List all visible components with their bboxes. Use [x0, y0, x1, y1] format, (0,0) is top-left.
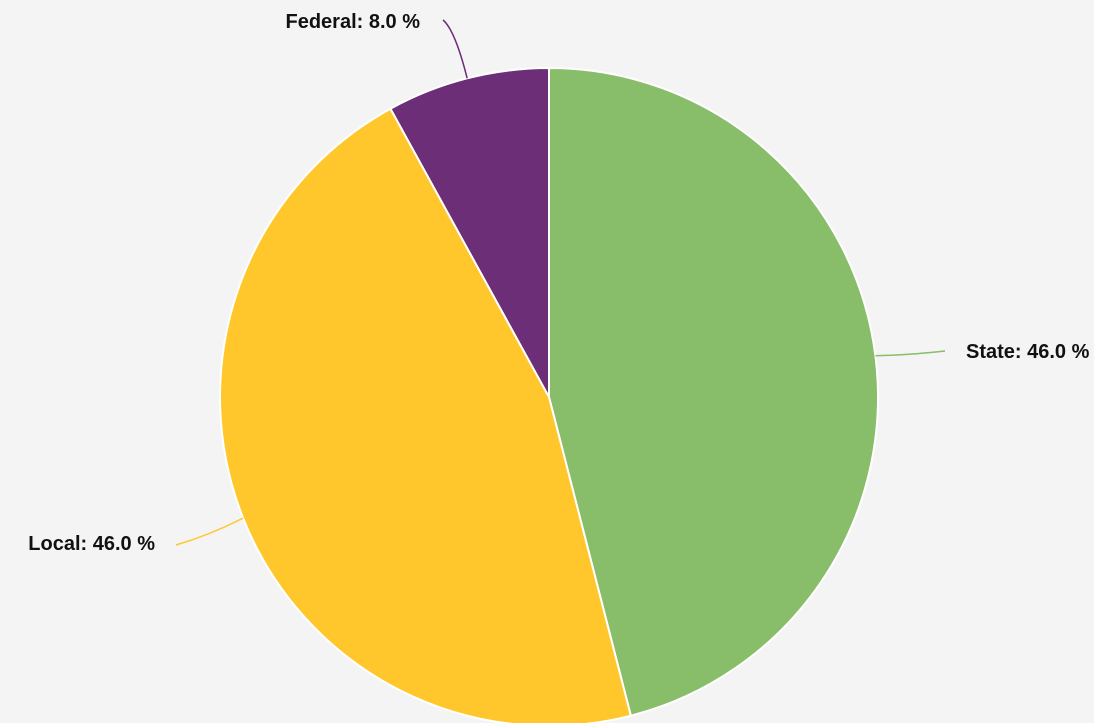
slice-label-state: State: 46.0 % [966, 341, 1090, 363]
leader-line-state [875, 350, 946, 357]
pie-slices [219, 66, 879, 723]
pie-slice-state [548, 66, 879, 717]
slice-label-local: Local: 46.0 % [28, 533, 155, 555]
pie-slice-local [219, 107, 633, 723]
leader-lines [175, 19, 946, 546]
leader-line-federal [442, 19, 468, 79]
slice-label-federal: Federal: 8.0 % [285, 11, 420, 33]
slice-labels: State: 46.0 % Local: 46.0 % Federal: 8.0 % [28, 11, 1089, 555]
leader-line-local [175, 517, 244, 546]
pie-slice-federal [389, 66, 550, 398]
